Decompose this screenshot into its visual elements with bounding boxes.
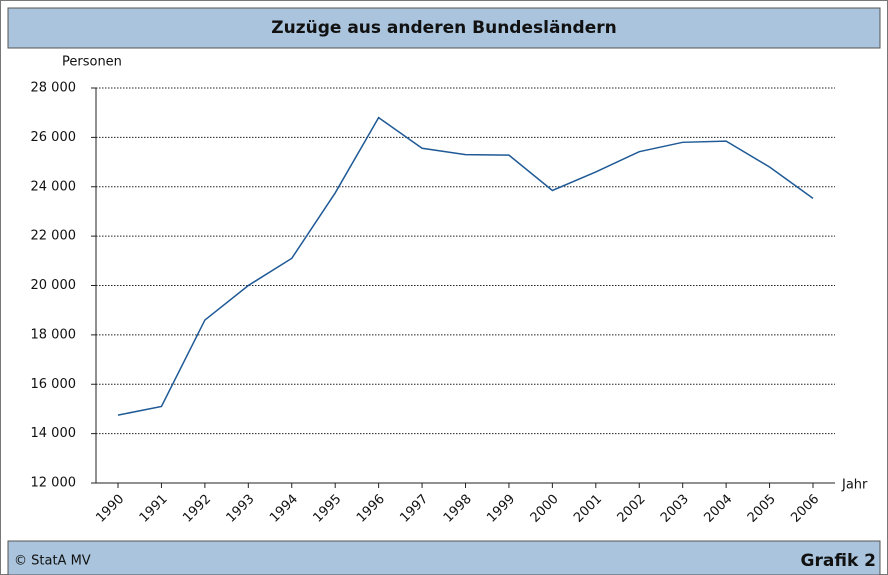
y-tick-label: 28 000 — [31, 81, 77, 96]
y-tick-label: 24 000 — [31, 179, 77, 194]
source: © StatA MV — [14, 554, 91, 569]
y-tick-label: 12 000 — [31, 476, 77, 491]
title-bar — [7, 7, 881, 49]
y-axis-label: Personen — [62, 55, 122, 70]
footer-bar — [7, 540, 881, 575]
y-tick-label: 20 000 — [31, 278, 77, 293]
line — [117, 116, 814, 416]
chart-title: Zuzüge aus anderen Bundesländern — [271, 18, 616, 38]
y-tick-label: 26 000 — [31, 130, 77, 145]
y-tick-label: 16 000 — [31, 377, 77, 392]
y-tick-label: 14 000 — [31, 426, 77, 441]
x-axis-label: Jahr — [841, 478, 868, 493]
figure-label: Grafik 2 — [801, 551, 876, 571]
y-tick-label: 18 000 — [31, 327, 77, 342]
y-tick-label: 22 000 — [31, 229, 77, 244]
